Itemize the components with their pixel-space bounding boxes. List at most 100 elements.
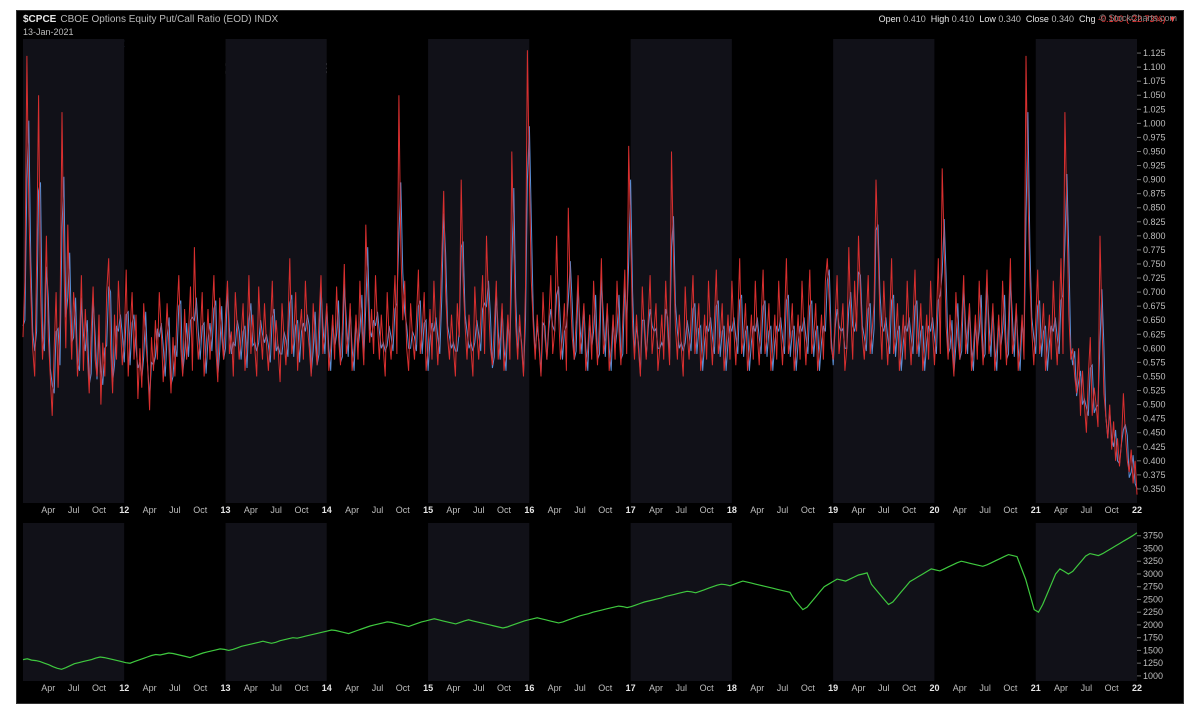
- svg-text:0.900: 0.900: [1143, 175, 1166, 185]
- svg-text:Jul: Jul: [270, 505, 282, 515]
- svg-text:Apr: Apr: [1054, 505, 1068, 515]
- svg-text:Oct: Oct: [294, 505, 309, 515]
- svg-text:1500: 1500: [1143, 645, 1163, 655]
- svg-text:Jul: Jul: [979, 505, 991, 515]
- bottom-chart: 1000125015001750200022502500275030003250…: [17, 523, 1185, 681]
- svg-text:3000: 3000: [1143, 569, 1163, 579]
- svg-text:Jul: Jul: [1081, 505, 1093, 515]
- svg-text:1250: 1250: [1143, 658, 1163, 668]
- svg-text:Jul: Jul: [169, 683, 181, 693]
- svg-text:Oct: Oct: [1105, 505, 1120, 515]
- svg-text:19: 19: [828, 683, 838, 693]
- svg-text:17: 17: [626, 683, 636, 693]
- svg-text:Apr: Apr: [953, 505, 967, 515]
- svg-text:Jul: Jul: [979, 683, 991, 693]
- svg-text:Apr: Apr: [953, 683, 967, 693]
- svg-text:13: 13: [221, 683, 231, 693]
- svg-text:0.975: 0.975: [1143, 132, 1166, 142]
- svg-text:Jul: Jul: [676, 505, 688, 515]
- svg-text:Oct: Oct: [598, 505, 613, 515]
- svg-text:Apr: Apr: [143, 683, 157, 693]
- svg-text:Oct: Oct: [497, 683, 512, 693]
- svg-text:1000: 1000: [1143, 671, 1163, 681]
- svg-text:Oct: Oct: [598, 683, 613, 693]
- svg-text:0.800: 0.800: [1143, 231, 1166, 241]
- svg-text:13: 13: [221, 505, 231, 515]
- svg-text:Apr: Apr: [649, 683, 663, 693]
- svg-text:0.575: 0.575: [1143, 357, 1166, 367]
- svg-text:0.550: 0.550: [1143, 371, 1166, 381]
- svg-text:16: 16: [524, 505, 534, 515]
- svg-text:22: 22: [1132, 505, 1142, 515]
- svg-text:Apr: Apr: [548, 683, 562, 693]
- svg-text:0.775: 0.775: [1143, 245, 1166, 255]
- svg-text:2500: 2500: [1143, 594, 1163, 604]
- svg-text:0.500: 0.500: [1143, 400, 1166, 410]
- top-chart: 0.3500.3750.4000.4250.4500.4750.5000.525…: [17, 39, 1185, 503]
- svg-text:0.925: 0.925: [1143, 161, 1166, 171]
- svg-text:Oct: Oct: [1003, 683, 1018, 693]
- svg-text:17: 17: [626, 505, 636, 515]
- svg-text:Jul: Jul: [1081, 683, 1093, 693]
- chart-frame: $CPCE CBOE Options Equity Put/Call Ratio…: [16, 10, 1184, 704]
- svg-text:15: 15: [423, 505, 433, 515]
- svg-text:Oct: Oct: [193, 505, 208, 515]
- svg-text:Jul: Jul: [68, 683, 80, 693]
- chart-date: 13-Jan-2021: [23, 27, 74, 37]
- svg-text:0.425: 0.425: [1143, 442, 1166, 452]
- svg-text:21: 21: [1031, 505, 1041, 515]
- svg-text:3500: 3500: [1143, 543, 1163, 553]
- svg-text:0.850: 0.850: [1143, 203, 1166, 213]
- svg-text:0.400: 0.400: [1143, 456, 1166, 466]
- svg-text:1.100: 1.100: [1143, 62, 1166, 72]
- svg-text:Oct: Oct: [497, 505, 512, 515]
- x-axis-top: Apr Jul Oct 12 Apr Jul Oct 13 Apr Jul Oct 14 Apr Jul O…: [17, 503, 1185, 521]
- svg-text:Oct: Oct: [193, 683, 208, 693]
- svg-text:Oct: Oct: [801, 683, 816, 693]
- symbol: $CPCE: [23, 14, 56, 25]
- svg-text:19: 19: [828, 505, 838, 515]
- svg-text:14: 14: [322, 505, 332, 515]
- svg-text:2250: 2250: [1143, 607, 1163, 617]
- svg-text:Apr: Apr: [548, 505, 562, 515]
- svg-text:0.650: 0.650: [1143, 315, 1166, 325]
- svg-text:0.875: 0.875: [1143, 189, 1166, 199]
- svg-text:0.375: 0.375: [1143, 470, 1166, 480]
- svg-text:3750: 3750: [1143, 531, 1163, 541]
- svg-text:Apr: Apr: [244, 505, 258, 515]
- header-bar: $CPCE CBOE Options Equity Put/Call Ratio…: [17, 11, 1183, 27]
- svg-text:Oct: Oct: [92, 683, 107, 693]
- svg-text:Jul: Jul: [777, 683, 789, 693]
- svg-text:0.725: 0.725: [1143, 273, 1166, 283]
- svg-text:0.950: 0.950: [1143, 146, 1166, 156]
- svg-text:Jul: Jul: [68, 505, 80, 515]
- svg-text:21: 21: [1031, 683, 1041, 693]
- svg-text:Apr: Apr: [446, 505, 460, 515]
- svg-text:Oct: Oct: [902, 683, 917, 693]
- source-watermark: © StockCharts.com: [1099, 13, 1177, 23]
- svg-text:12: 12: [119, 505, 129, 515]
- svg-text:1.075: 1.075: [1143, 76, 1166, 86]
- svg-text:Jul: Jul: [473, 505, 485, 515]
- svg-text:20: 20: [929, 505, 939, 515]
- svg-text:Jul: Jul: [574, 683, 586, 693]
- svg-text:0.750: 0.750: [1143, 259, 1166, 269]
- svg-text:Jul: Jul: [777, 505, 789, 515]
- svg-text:3250: 3250: [1143, 556, 1163, 566]
- svg-text:Jul: Jul: [878, 683, 890, 693]
- svg-text:12: 12: [119, 683, 129, 693]
- svg-text:20: 20: [929, 683, 939, 693]
- svg-text:1750: 1750: [1143, 633, 1163, 643]
- svg-text:18: 18: [727, 683, 737, 693]
- svg-text:Jul: Jul: [372, 683, 384, 693]
- svg-text:Jul: Jul: [169, 505, 181, 515]
- svg-text:1.025: 1.025: [1143, 104, 1166, 114]
- svg-text:Apr: Apr: [143, 505, 157, 515]
- svg-text:0.450: 0.450: [1143, 428, 1166, 438]
- svg-text:Jul: Jul: [372, 505, 384, 515]
- svg-text:15: 15: [423, 683, 433, 693]
- svg-text:Apr: Apr: [649, 505, 663, 515]
- svg-text:Oct: Oct: [700, 505, 715, 515]
- svg-text:Apr: Apr: [851, 505, 865, 515]
- svg-text:1.050: 1.050: [1143, 90, 1166, 100]
